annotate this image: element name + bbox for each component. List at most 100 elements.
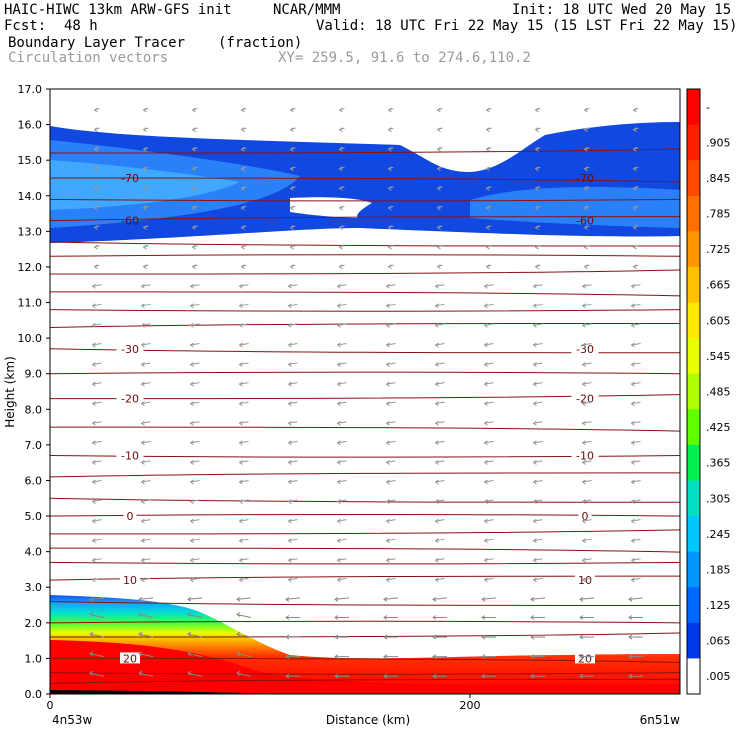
vector-arrow-head	[632, 166, 637, 172]
vector-arrow-head	[142, 107, 147, 113]
vector-arrow-head	[287, 420, 292, 426]
vector-arrow-head	[385, 381, 390, 387]
vector-arrow-head	[630, 459, 635, 465]
vector-arrow	[337, 401, 347, 405]
contour-label-bg	[123, 510, 137, 522]
contour-label: -10	[121, 450, 139, 463]
vector-arrow	[533, 558, 543, 561]
vector-arrow-head	[630, 362, 635, 367]
vector-arrow	[190, 342, 200, 346]
vector-arrow	[533, 479, 543, 483]
vector-arrow-head	[236, 670, 241, 676]
forecast-label: Fcst:	[4, 18, 47, 34]
vector-arrow	[89, 633, 105, 638]
vector-arrow-head	[534, 107, 539, 113]
vector-arrow-head	[138, 631, 143, 637]
vector-arrow	[138, 633, 154, 638]
vector-arrow-head	[336, 479, 341, 485]
vector-arrow	[288, 558, 298, 561]
vector-arrow-head	[532, 362, 537, 367]
vector-arrow	[533, 460, 543, 463]
vector-arrow-head	[142, 146, 147, 152]
contour-label: -70	[576, 172, 594, 185]
vector-arrow-head	[91, 342, 96, 348]
vector-arrow-head	[432, 654, 437, 660]
vector-arrow	[631, 342, 641, 346]
colorbar-label: .545	[706, 350, 731, 363]
vector-arrow	[288, 538, 298, 542]
y-tick-label: 10.0	[18, 332, 43, 345]
vector-arrow-head	[434, 479, 439, 485]
vector-arrow-head	[93, 205, 98, 211]
vector-arrow	[138, 613, 154, 618]
vector-arrow-head	[187, 651, 192, 657]
vector-arrow-head	[385, 283, 390, 289]
contour-line	[50, 148, 680, 154]
vector-arrow-head	[93, 185, 98, 191]
vector-arrow-head	[238, 283, 243, 289]
colorbar-frame	[686, 88, 701, 695]
vector-arrow	[288, 577, 298, 581]
colorbar-label: .845	[706, 172, 731, 185]
vector-arrow	[239, 558, 249, 561]
vector-arrow	[190, 499, 200, 503]
terrain	[50, 690, 300, 694]
vector-arrow-head	[287, 577, 292, 583]
colorbar-label: .485	[706, 386, 731, 399]
vector-arrow-head	[189, 303, 194, 309]
vector-arrow-head	[189, 342, 194, 348]
vector-arrow	[190, 284, 200, 287]
contour-line	[50, 547, 680, 553]
vector-arrow	[582, 538, 592, 542]
vector-arrow-head	[336, 342, 341, 348]
vector-arrow-head	[238, 557, 243, 563]
vector-arrow-head	[630, 420, 635, 426]
vector-arrow	[533, 401, 543, 405]
vector-arrow-head	[287, 518, 292, 524]
contour-line	[50, 269, 680, 275]
contour-line	[50, 426, 680, 432]
vector-arrow-head	[434, 538, 439, 544]
vector-arrow-head	[630, 303, 635, 309]
vector-arrow	[141, 538, 151, 542]
vector-arrow	[141, 303, 151, 307]
vector-arrow-head	[483, 420, 488, 426]
x-tick-label: 200	[460, 699, 481, 712]
vector-arrow	[533, 303, 543, 307]
vector-arrow-head	[289, 244, 294, 250]
contour-line	[50, 678, 680, 684]
vector-arrow-head	[140, 440, 145, 446]
vector-arrow-head	[485, 244, 490, 250]
vector-arrow	[337, 558, 347, 561]
vector-arrow	[92, 519, 102, 522]
vector-arrow-head	[138, 651, 143, 657]
vector-arrow-head	[532, 420, 537, 426]
vector-arrow	[187, 633, 203, 638]
vector-arrow-head	[336, 322, 341, 328]
vector-arrow-head	[436, 244, 441, 250]
vector-arrow	[386, 401, 396, 405]
vector-arrow-head	[632, 185, 637, 191]
vector-arrow-head	[140, 322, 145, 328]
vector-arrow	[337, 362, 347, 366]
x-axis: 0 200	[47, 694, 481, 712]
vector-arrow	[631, 362, 641, 366]
vector-arrow-head	[628, 596, 633, 602]
vector-arrow-head	[579, 596, 584, 602]
vector-arrow	[337, 421, 347, 424]
x-left-end-label: 4n53w	[52, 713, 93, 727]
vector-arrow	[481, 597, 497, 600]
y-tick-label: 14.0	[18, 190, 43, 203]
vector-arrow	[138, 653, 154, 658]
vector-arrow-head	[385, 459, 390, 465]
contour-line	[50, 216, 680, 222]
vector-arrow	[435, 362, 445, 366]
vector-arrow-head	[289, 264, 294, 270]
vector-arrow	[288, 519, 298, 522]
vector-arrow-head	[140, 577, 145, 583]
vector-arrow-head	[336, 283, 341, 289]
vector-arrow-head	[483, 440, 488, 446]
vector-arrow-head	[338, 146, 343, 152]
vector-arrow-head	[583, 244, 588, 250]
vector-arrow-head	[581, 283, 586, 289]
